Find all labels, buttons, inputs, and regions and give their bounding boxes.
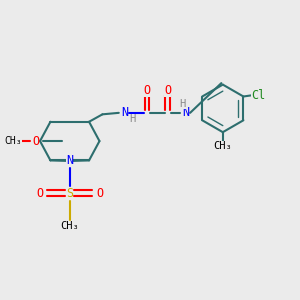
Text: H: H bbox=[180, 99, 186, 109]
Text: N: N bbox=[66, 154, 73, 167]
Text: CH₃: CH₃ bbox=[4, 136, 22, 146]
Text: N: N bbox=[121, 106, 128, 119]
Text: O: O bbox=[164, 84, 171, 97]
Text: H: H bbox=[129, 114, 135, 124]
Text: CH₃: CH₃ bbox=[213, 140, 232, 151]
Text: CH₃: CH₃ bbox=[60, 221, 79, 231]
Text: O: O bbox=[37, 187, 44, 200]
Text: O: O bbox=[143, 84, 151, 97]
Text: O: O bbox=[96, 187, 103, 200]
Text: S: S bbox=[66, 187, 73, 200]
Text: N: N bbox=[182, 106, 189, 119]
Text: Cl: Cl bbox=[251, 88, 266, 101]
Text: O: O bbox=[32, 135, 39, 148]
